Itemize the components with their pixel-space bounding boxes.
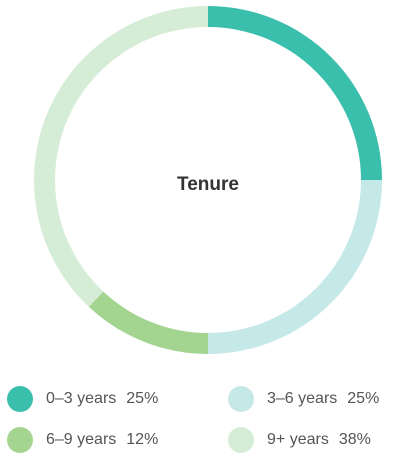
donut-segment <box>208 6 382 180</box>
donut-segment <box>88 291 208 354</box>
legend-value: 12% <box>126 431 158 448</box>
donut-segment <box>208 180 382 354</box>
legend-label: 0–3 years <box>46 390 116 407</box>
legend-label: 6–9 years <box>46 431 116 448</box>
legend-swatch <box>228 427 254 453</box>
legend-label: 9+ years <box>267 431 329 448</box>
legend-swatch <box>7 427 33 453</box>
legend-value: 25% <box>347 390 379 407</box>
legend-label: 3–6 years <box>267 390 337 407</box>
legend-value: 25% <box>126 390 158 407</box>
legend-value: 38% <box>339 431 371 448</box>
donut-segment <box>33 6 209 307</box>
legend-swatch <box>228 386 254 412</box>
chart-title: Tenure <box>177 174 239 195</box>
legend-swatch <box>7 386 33 412</box>
